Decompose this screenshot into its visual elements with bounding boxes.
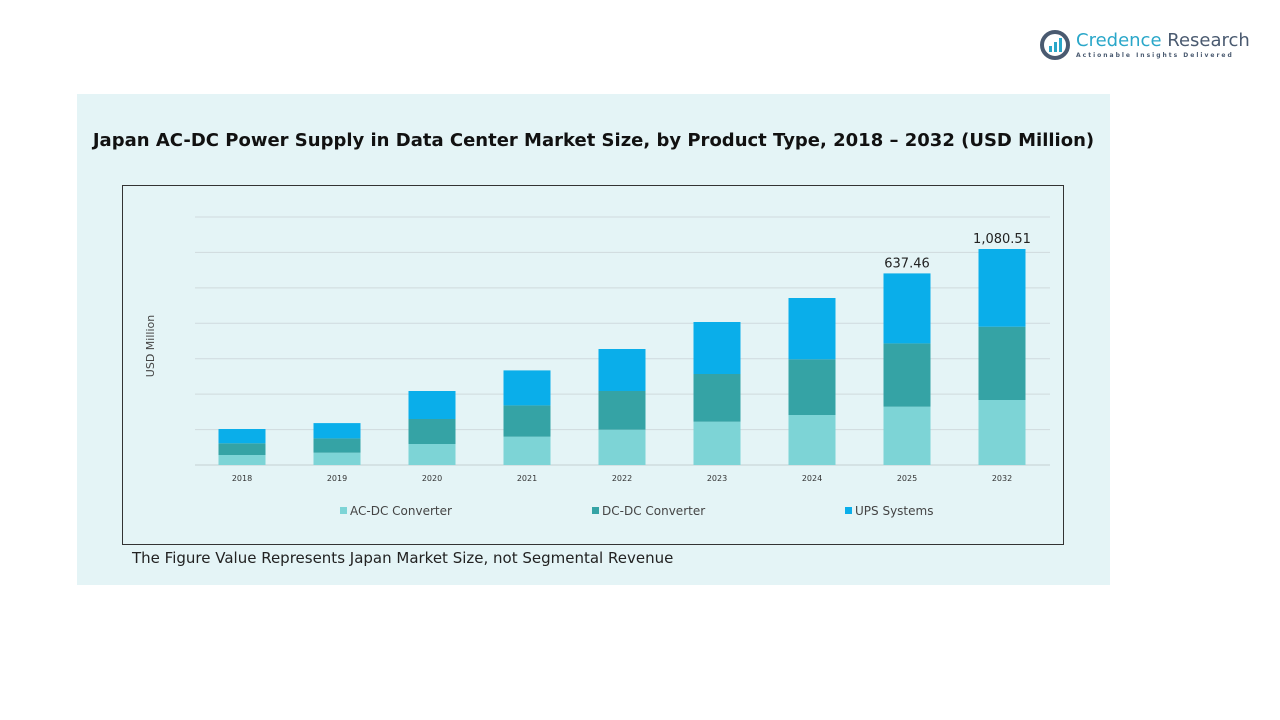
- bar-dc-dc-converter-2025: [883, 343, 931, 407]
- bar-ac-dc-converter-2019: [313, 452, 361, 465]
- legend-swatch: [340, 507, 347, 514]
- bar-ups-systems-2021: [503, 370, 551, 406]
- logo-name-1: Credence: [1076, 29, 1162, 51]
- footnote: The Figure Value Represents Japan Market…: [132, 549, 674, 567]
- bar-dc-dc-converter-2018: [218, 443, 266, 455]
- legend-label: UPS Systems: [855, 504, 933, 518]
- bar-ups-systems-2018: [218, 429, 266, 444]
- chart-title: Japan AC-DC Power Supply in Data Center …: [92, 130, 1095, 151]
- bar-dc-dc-converter-2023: [693, 374, 741, 422]
- bar-dc-dc-converter-2019: [313, 438, 361, 453]
- x-tick-label: 2025: [897, 474, 917, 483]
- bar-ac-dc-converter-2032: [978, 400, 1026, 465]
- x-tick-label: 2022: [612, 474, 632, 483]
- legend-swatch: [845, 507, 852, 514]
- bar-dc-dc-converter-2022: [598, 391, 646, 430]
- x-tick-label: 2032: [992, 474, 1012, 483]
- bar-dc-dc-converter-2021: [503, 405, 551, 437]
- bar-dc-dc-converter-2032: [978, 326, 1026, 400]
- legend-label: AC-DC Converter: [350, 504, 452, 518]
- y-axis-label: USD Million: [144, 315, 157, 377]
- credence-research-logo: Credence Research Actionable Insights De…: [1040, 30, 1250, 60]
- bar-ups-systems-2032: [978, 249, 1026, 327]
- x-tick-label: 2023: [707, 474, 727, 483]
- chart-panel: Japan AC-DC Power Supply in Data Center …: [77, 94, 1110, 585]
- logo-tagline: Actionable Insights Delivered: [1076, 51, 1234, 59]
- bar-ups-systems-2019: [313, 423, 361, 439]
- bar-ac-dc-converter-2021: [503, 436, 551, 465]
- bar-ups-systems-2023: [693, 322, 741, 374]
- logo-chart-icon: [1040, 30, 1070, 60]
- bar-dc-dc-converter-2020: [408, 419, 456, 444]
- bar-ac-dc-converter-2022: [598, 429, 646, 465]
- bar-dc-dc-converter-2024: [788, 359, 836, 415]
- bar-ac-dc-converter-2023: [693, 421, 741, 465]
- bar-ups-systems-2024: [788, 298, 836, 360]
- bar-ac-dc-converter-2024: [788, 415, 836, 465]
- x-tick-label: 2020: [422, 474, 442, 483]
- data-label: 637.46: [884, 256, 930, 271]
- bar-ac-dc-converter-2018: [218, 455, 266, 465]
- x-tick-label: 2019: [327, 474, 347, 483]
- bar-ups-systems-2022: [598, 349, 646, 391]
- legend-label: DC-DC Converter: [602, 504, 705, 518]
- x-tick-label: 2018: [232, 474, 252, 483]
- plot-box: [122, 185, 1064, 545]
- bar-ac-dc-converter-2020: [408, 444, 456, 465]
- logo-name-2: Research: [1167, 29, 1250, 51]
- bar-ups-systems-2020: [408, 391, 456, 419]
- bar-ups-systems-2025: [883, 273, 931, 344]
- data-label: 1,080.51: [973, 232, 1031, 247]
- legend-swatch: [592, 507, 599, 514]
- bar-ac-dc-converter-2025: [883, 406, 931, 465]
- x-tick-label: 2021: [517, 474, 537, 483]
- x-tick-label: 2024: [802, 474, 822, 483]
